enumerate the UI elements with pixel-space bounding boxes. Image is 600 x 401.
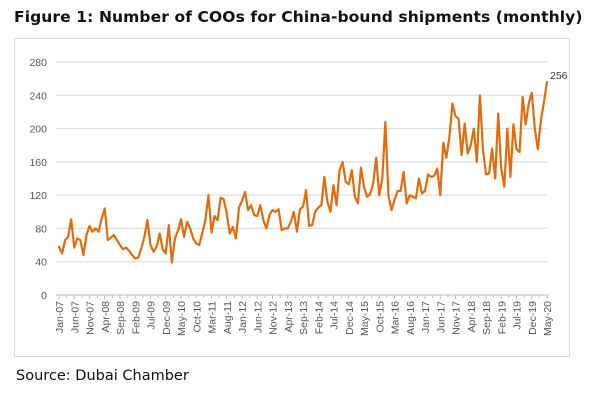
x-tick-label: Jul-14 (329, 301, 341, 330)
x-tick-label: Feb-09 (130, 301, 142, 334)
y-tick-label: 40 (35, 257, 47, 269)
x-tick-label: Sep-08 (115, 301, 127, 335)
x-tick-label: Jul-19 (512, 301, 524, 330)
x-tick-label: Jan-17 (420, 301, 432, 333)
x-tick-label: Mar-11 (207, 301, 219, 334)
x-tick-label: Feb-19 (496, 301, 508, 334)
x-tick-label: Nov-07 (85, 301, 97, 335)
x-tick-label: Jun-12 (252, 301, 264, 333)
x-tick-label: Mar-16 (390, 301, 402, 334)
x-tick-label: Aug-11 (222, 301, 234, 334)
x-tick-label: Dec-09 (161, 301, 173, 335)
x-tick-label: Jan-12 (237, 301, 249, 333)
x-tick-label: May-20 (542, 301, 554, 336)
x-tick-label: Jan-07 (54, 301, 66, 333)
series-line-number-of-coos (57, 80, 549, 264)
x-tick-label: Apr-08 (100, 301, 112, 333)
x-tick-label: Sep-13 (298, 301, 310, 335)
data-labels: 256 (550, 70, 568, 82)
x-tick-label: Oct-15 (374, 301, 386, 333)
chart-frame (14, 38, 570, 357)
y-tick-label: 200 (29, 124, 47, 136)
series-group (57, 80, 549, 264)
x-tick-label: Apr-13 (283, 301, 295, 333)
y-tick-label: 80 (35, 223, 47, 235)
x-tick-label: Feb-14 (313, 301, 325, 334)
y-axis: 0 40 80 120 160 200 240 280 (29, 57, 47, 302)
x-tick-label: Oct-10 (191, 301, 203, 333)
x-tick-label: Nov-17 (451, 301, 463, 335)
x-axis: Jan-07 Jun-07 Nov-07 Apr-08 Sep-08 Feb-09 Jul-… (54, 294, 554, 336)
data-label-last-value: 256 (550, 70, 568, 82)
x-tick-label: Apr-18 (466, 301, 478, 333)
x-tick-label: Aug-16 (405, 301, 417, 335)
x-tick-label: Sep-18 (481, 301, 493, 335)
x-tick-label: Jun-17 (435, 301, 447, 333)
x-tick-label: May-10 (176, 301, 188, 336)
x-tick-label: May-15 (359, 301, 371, 336)
x-tick-label: Dec-19 (527, 301, 539, 335)
y-tick-label: 120 (29, 190, 47, 202)
x-tick-label: Nov-12 (268, 301, 280, 335)
figure-title: Figure 1: Number of COOs for China-bound… (14, 8, 583, 26)
source-note: Source: Dubai Chamber (16, 368, 189, 384)
y-tick-label: 240 (29, 90, 47, 102)
y-tick-label: 0 (41, 290, 47, 302)
x-tick-label: Dec-14 (344, 301, 356, 335)
x-tick-label: Jul-09 (146, 301, 158, 330)
gridlines (56, 61, 547, 263)
y-tick-label: 160 (29, 157, 47, 169)
x-tick-label: Jun-07 (69, 301, 81, 333)
y-tick-label: 280 (29, 57, 47, 69)
